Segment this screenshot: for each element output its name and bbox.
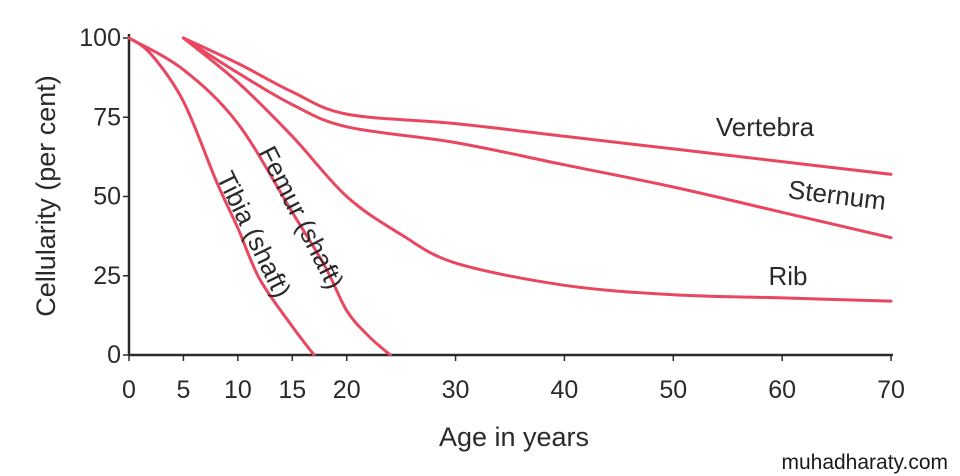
x-tick-label: 30 <box>442 376 470 404</box>
y-axis-ticks: 0 25 50 75 100 <box>79 24 129 369</box>
axes <box>127 34 893 357</box>
x-tick-label: 70 <box>877 376 905 404</box>
x-axis-ticks: 0 5 10 15 20 30 40 50 60 70 <box>122 355 905 404</box>
y-tick-label: 100 <box>79 24 121 52</box>
series-line-rib <box>181 36 893 303</box>
x-tick-label: 40 <box>551 376 579 404</box>
series-label-sternum: Sternum <box>787 174 888 216</box>
y-tick-label: 0 <box>107 341 121 369</box>
series-line-vertebra <box>181 36 893 176</box>
x-tick-label: 0 <box>122 376 136 404</box>
x-tick-label: 20 <box>333 376 361 404</box>
series-line-tibia-shaft <box>127 36 316 357</box>
x-tick-label: 15 <box>278 376 306 404</box>
series-line-femur-shaft <box>127 36 392 357</box>
x-tick-label: 50 <box>659 376 687 404</box>
series-line-sternum <box>181 36 893 240</box>
watermark: muhadharaty.com <box>781 451 948 474</box>
x-tick-label: 60 <box>768 376 796 404</box>
y-axis-title: Cellularity (per cent) <box>31 75 61 317</box>
series-label-rib: Rib <box>768 261 807 291</box>
series-curves <box>127 36 893 357</box>
y-tick-label: 75 <box>93 103 121 131</box>
y-tick-label: 25 <box>93 262 121 290</box>
x-tick-label: 5 <box>176 376 190 404</box>
series-label-vertebra: Vertebra <box>716 112 815 142</box>
x-tick-label: 10 <box>224 376 252 404</box>
x-axis-title: Age in years <box>439 422 589 452</box>
y-tick-label: 50 <box>93 183 121 211</box>
